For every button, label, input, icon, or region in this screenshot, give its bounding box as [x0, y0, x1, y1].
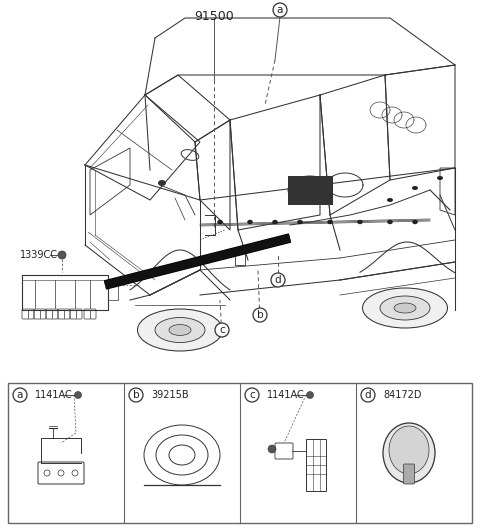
Ellipse shape: [217, 220, 223, 224]
Text: d: d: [365, 390, 372, 400]
Ellipse shape: [437, 176, 443, 180]
Text: b: b: [132, 390, 139, 400]
Ellipse shape: [358, 220, 362, 224]
Ellipse shape: [137, 309, 223, 351]
Circle shape: [271, 273, 285, 287]
Circle shape: [273, 3, 287, 17]
Ellipse shape: [248, 220, 252, 224]
Circle shape: [129, 388, 143, 402]
Ellipse shape: [387, 198, 393, 202]
Ellipse shape: [169, 324, 191, 336]
Text: 91500: 91500: [194, 10, 234, 23]
Ellipse shape: [327, 220, 333, 224]
Text: a: a: [277, 5, 283, 15]
Ellipse shape: [362, 288, 447, 328]
Text: c: c: [219, 325, 225, 335]
Ellipse shape: [380, 296, 430, 320]
Text: 1141AC: 1141AC: [267, 390, 305, 400]
Text: a: a: [17, 390, 23, 400]
Ellipse shape: [298, 220, 302, 224]
Text: 1339CC: 1339CC: [20, 250, 58, 260]
Text: 39215B: 39215B: [151, 390, 189, 400]
FancyBboxPatch shape: [404, 464, 415, 484]
Ellipse shape: [158, 180, 166, 186]
Ellipse shape: [155, 318, 205, 342]
Text: 1141AC: 1141AC: [35, 390, 73, 400]
Ellipse shape: [387, 220, 393, 224]
Circle shape: [13, 388, 27, 402]
Circle shape: [268, 445, 276, 453]
Circle shape: [215, 323, 229, 337]
Ellipse shape: [412, 220, 418, 224]
Circle shape: [74, 391, 82, 398]
Text: d: d: [275, 275, 281, 285]
Ellipse shape: [412, 186, 418, 190]
Text: c: c: [249, 390, 255, 400]
Circle shape: [245, 388, 259, 402]
Circle shape: [58, 251, 66, 259]
Ellipse shape: [273, 220, 277, 224]
Text: 84172D: 84172D: [383, 390, 421, 400]
Text: b: b: [257, 310, 264, 320]
Ellipse shape: [389, 426, 429, 474]
Ellipse shape: [394, 303, 416, 313]
Circle shape: [307, 391, 313, 398]
Circle shape: [361, 388, 375, 402]
Ellipse shape: [383, 423, 435, 483]
Circle shape: [253, 308, 267, 322]
